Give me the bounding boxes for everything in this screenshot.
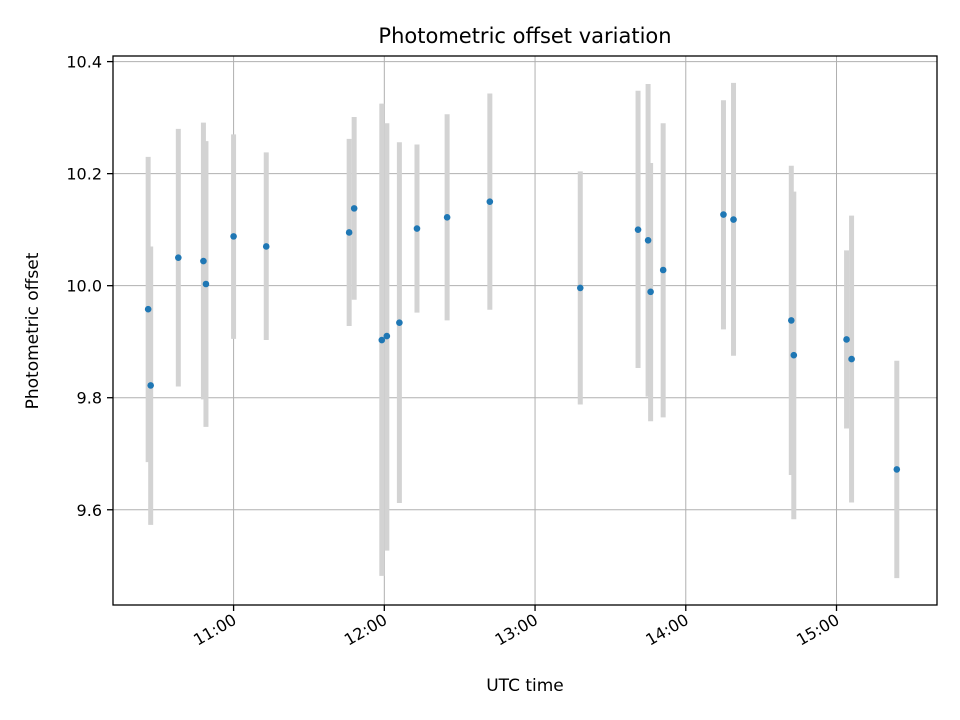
data-point bbox=[443, 214, 451, 221]
data-point bbox=[843, 336, 850, 343]
x-tick-label: 11:00 bbox=[190, 610, 239, 650]
x-tick-label: 14:00 bbox=[642, 610, 691, 650]
data-point bbox=[787, 317, 795, 324]
x-axis-label: UTC time bbox=[486, 676, 564, 696]
data-point bbox=[202, 280, 210, 288]
y-tick-label: 9.8 bbox=[77, 389, 102, 408]
y-tick-label: 10.4 bbox=[66, 53, 102, 72]
data-point bbox=[383, 332, 391, 340]
data-point bbox=[230, 233, 237, 240]
y-axis-label: Photometric offset bbox=[23, 252, 43, 409]
data-point bbox=[848, 355, 855, 363]
x-tick-label: 12:00 bbox=[341, 610, 390, 650]
y-tick-label: 9.6 bbox=[77, 501, 102, 520]
data-point bbox=[175, 254, 182, 261]
data-point bbox=[486, 198, 494, 205]
data-point bbox=[345, 229, 353, 236]
data-point bbox=[644, 237, 652, 244]
data-points bbox=[144, 198, 901, 473]
data-point bbox=[576, 284, 584, 292]
data-point bbox=[262, 243, 270, 250]
data-point bbox=[147, 382, 154, 389]
data-point bbox=[144, 305, 152, 313]
data-point bbox=[413, 225, 421, 232]
data-point bbox=[378, 336, 386, 344]
grid bbox=[113, 56, 937, 605]
data-point bbox=[720, 211, 727, 218]
y-tick-label: 10.2 bbox=[66, 165, 102, 184]
x-tick-label: 15:00 bbox=[793, 610, 842, 650]
data-point bbox=[634, 226, 642, 233]
data-point bbox=[893, 466, 901, 473]
plot-frame bbox=[112, 55, 938, 606]
data-point bbox=[790, 351, 798, 359]
data-point bbox=[200, 257, 207, 265]
y-tick-label: 10.0 bbox=[66, 277, 102, 296]
chart-title: Photometric offset variation bbox=[378, 24, 671, 48]
data-point bbox=[730, 216, 737, 223]
x-tick-label: 13:00 bbox=[492, 610, 541, 650]
data-point bbox=[659, 266, 667, 274]
data-point bbox=[396, 319, 403, 326]
data-point bbox=[350, 205, 358, 212]
error-bars bbox=[145, 82, 900, 579]
axis-ticks: 9.6 9.8 10.0 10.2 10.4 11:00 12:00 13:00 14:00 15… bbox=[66, 53, 842, 650]
data-point bbox=[647, 288, 654, 296]
